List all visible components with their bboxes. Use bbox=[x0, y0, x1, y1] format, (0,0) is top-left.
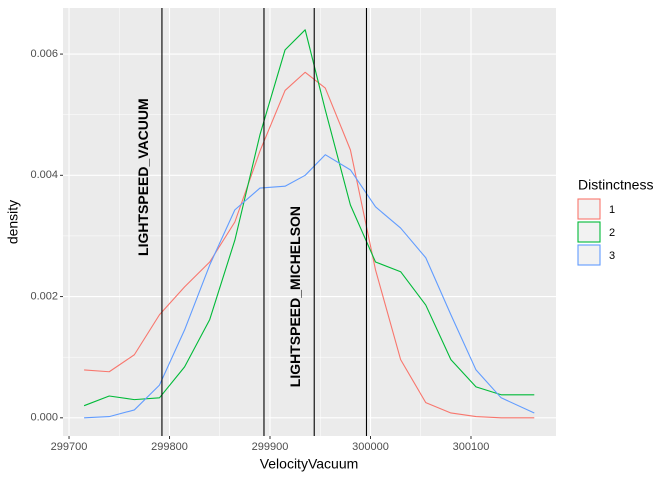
x-tick-label: 300100 bbox=[453, 441, 490, 453]
annotation: LIGHTSPEED_VACUUM bbox=[135, 98, 151, 256]
x-tick-label: 300000 bbox=[352, 441, 389, 453]
x-axis-title: VelocityVacuum bbox=[260, 456, 359, 472]
legend-title: Distinctness bbox=[578, 177, 653, 193]
y-tick-label: 0.004 bbox=[30, 169, 58, 181]
legend-label: 2 bbox=[609, 227, 615, 239]
density-line bbox=[84, 71, 535, 419]
y-tick-label: 0.002 bbox=[30, 290, 58, 302]
x-tick-label: 299800 bbox=[151, 441, 188, 453]
legend-key bbox=[577, 221, 601, 243]
y-axis-title: density bbox=[5, 200, 21, 244]
x-tick-label: 299900 bbox=[252, 441, 289, 453]
x-tick-label: 299700 bbox=[51, 441, 88, 453]
density-line bbox=[83, 29, 535, 407]
legend-label: 3 bbox=[609, 250, 615, 262]
marks bbox=[83, 8, 535, 436]
legend-label: 1 bbox=[609, 204, 615, 216]
legend-key bbox=[577, 244, 601, 266]
legend-key bbox=[577, 198, 601, 220]
y-tick-label: 0.006 bbox=[30, 48, 58, 60]
y-tick-label: 0.000 bbox=[30, 412, 58, 424]
annotation: LIGHTSPEED_MICHELSON bbox=[287, 206, 303, 387]
density-line bbox=[84, 154, 535, 419]
grid bbox=[63, 8, 556, 436]
